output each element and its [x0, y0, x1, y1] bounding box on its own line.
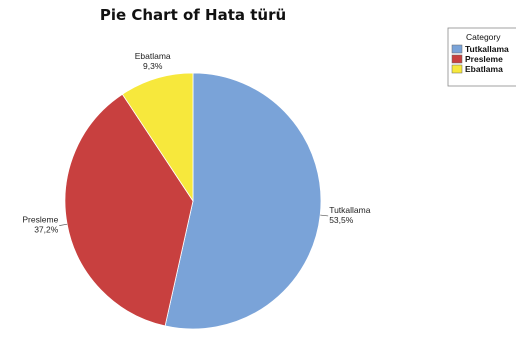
leader-line-presleme — [59, 224, 67, 225]
slice-label-ebatlama: Ebatlama — [135, 51, 171, 61]
slice-percent-ebatlama: 9,3% — [143, 61, 163, 71]
legend-title: Category — [466, 32, 501, 42]
legend-swatch-presleme — [452, 55, 462, 63]
legend-label-presleme: Presleme — [465, 54, 503, 64]
slice-label-tutkallama: Tutkallama — [329, 205, 371, 215]
legend-label-ebatlama: Ebatlama — [465, 64, 503, 74]
slice-percent-tutkallama: 53,5% — [329, 215, 354, 225]
legend-swatch-tutkallama — [452, 45, 462, 53]
legend-swatch-ebatlama — [452, 65, 462, 73]
chart-title: Pie Chart of Hata türü — [100, 6, 286, 24]
pie-slices — [65, 73, 321, 329]
slice-percent-presleme: 37,2% — [34, 225, 59, 235]
leader-line-tutkallama — [320, 215, 328, 216]
legend-label-tutkallama: Tutkallama — [465, 44, 509, 54]
slice-label-presleme: Presleme — [22, 215, 58, 225]
